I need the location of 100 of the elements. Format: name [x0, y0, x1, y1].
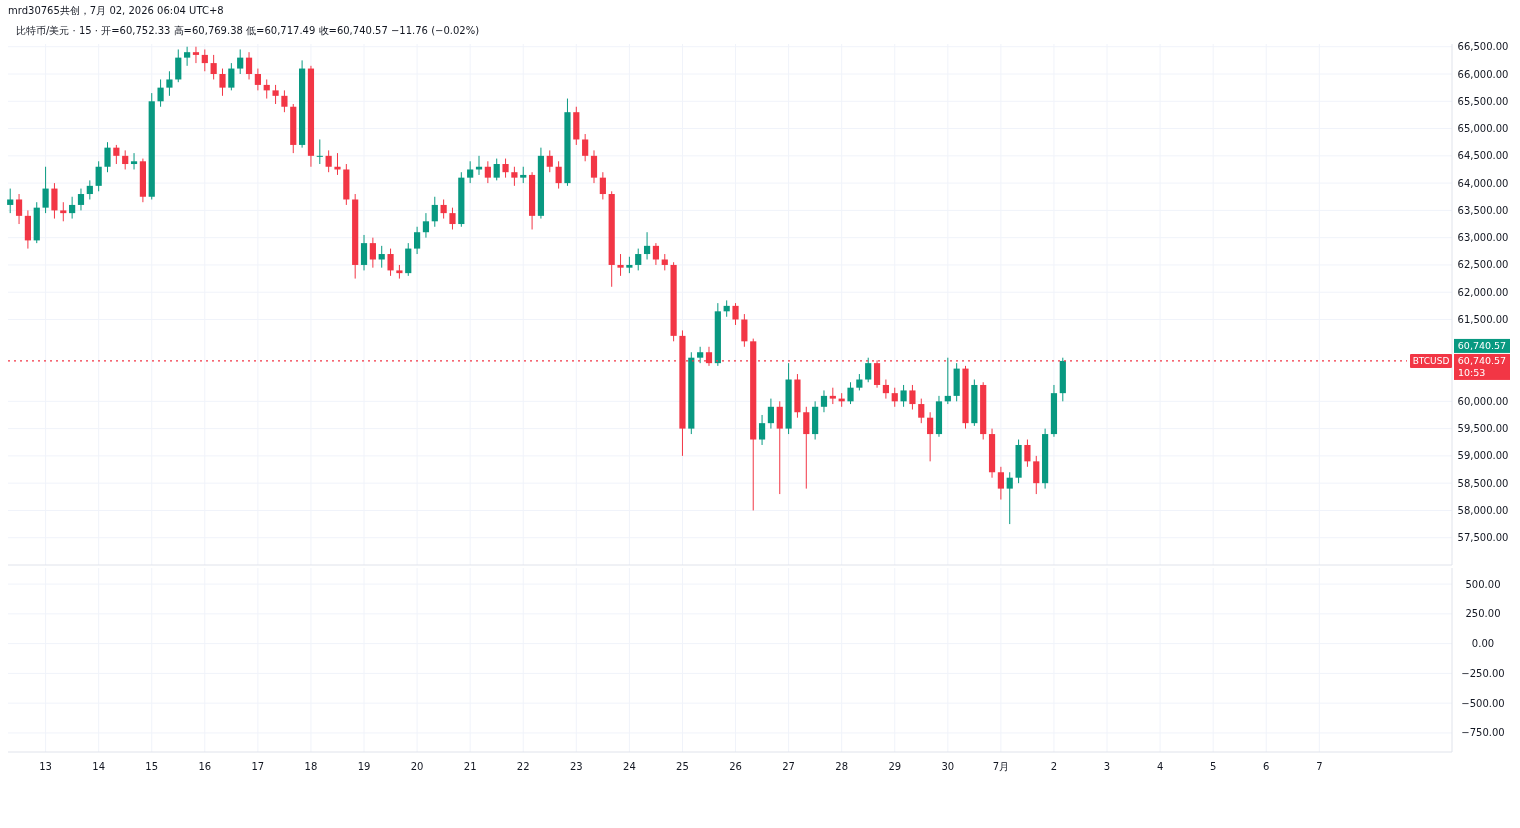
x-tick-label: 17 — [251, 761, 265, 772]
candlestick — [122, 149, 129, 170]
candlestick — [201, 48, 208, 72]
candlestick — [7, 188, 14, 214]
candlestick — [422, 212, 430, 239]
y-tick-label: 65,000.00 — [1457, 123, 1509, 135]
x-tick-label: 7月 — [992, 761, 1010, 772]
y-tick-label: 59,000.00 — [1457, 450, 1509, 462]
y-tick-label: 57,500.00 — [1457, 532, 1509, 544]
y-tick-label: −500.00 — [1461, 697, 1505, 709]
x-tick-label: 6 — [1263, 761, 1270, 772]
candlestick — [228, 62, 235, 91]
candlestick — [113, 144, 120, 165]
candlestick — [803, 406, 810, 490]
candlestick — [272, 84, 279, 105]
candlestick — [882, 379, 889, 400]
y-tick-label: 61,500.00 — [1457, 314, 1509, 325]
candlestick — [325, 149, 332, 173]
x-tick-label: 19 — [357, 761, 371, 772]
candlestick — [387, 248, 394, 277]
candlestick — [865, 357, 872, 383]
candlestick — [42, 166, 49, 214]
x-tick-label: 14 — [92, 761, 106, 772]
x-tick-label: 20 — [410, 761, 424, 772]
candlestick — [130, 152, 138, 170]
candlestick — [732, 302, 739, 326]
y-tick-label: 0.00 — [1471, 638, 1495, 650]
candlestick — [820, 389, 828, 413]
candlestick — [590, 149, 598, 184]
y-tick-label: 60,000.00 — [1457, 395, 1509, 407]
candlestick — [15, 193, 23, 225]
candlestick — [157, 78, 164, 108]
candlestick — [69, 196, 76, 220]
candlestick — [431, 196, 438, 228]
x-tick-label: 13 — [39, 761, 52, 772]
x-tick-label: 26 — [729, 761, 742, 772]
candlestick — [617, 253, 624, 277]
x-tick-label: 25 — [676, 761, 689, 772]
candlestick — [927, 411, 934, 462]
x-tick-label: 4 — [1156, 761, 1164, 772]
y-tick-label: 58,500.00 — [1457, 477, 1509, 489]
y-tick-label: 64,000.00 — [1457, 177, 1509, 189]
ref-line-label: BTCUSD — [1412, 356, 1450, 367]
text: 60,740.57 — [1457, 340, 1507, 352]
candlestick — [254, 68, 261, 91]
candlestick — [493, 158, 500, 181]
candlestick — [599, 171, 606, 200]
candlestick — [997, 466, 1004, 501]
candlestick — [555, 160, 562, 190]
x-tick-label: 22 — [516, 761, 530, 772]
x-tick-label: 21 — [463, 761, 477, 772]
candlestick — [758, 414, 766, 446]
candlestick — [86, 179, 93, 200]
candlestick — [582, 133, 589, 162]
x-tick-label: 5 — [1209, 761, 1217, 772]
candlestick — [51, 182, 58, 220]
candlestick — [900, 384, 907, 408]
candlestick — [414, 226, 421, 255]
x-tick-label: 16 — [198, 761, 212, 772]
y-tick-label: 63,500.00 — [1457, 204, 1509, 216]
candlestick — [767, 398, 775, 430]
candlestick — [440, 198, 447, 220]
candlestick — [360, 234, 368, 271]
x-tick-label: 23 — [569, 761, 583, 772]
candlestick — [635, 248, 642, 271]
candlestick — [95, 160, 102, 192]
y-tick-label: 66,000.00 — [1457, 68, 1509, 80]
candlestick — [847, 381, 854, 405]
candlestick — [918, 398, 925, 424]
candlestick — [369, 237, 376, 269]
candlestick — [502, 158, 509, 179]
candlestick — [192, 46, 200, 64]
candlestick — [909, 384, 916, 411]
candlestick — [1033, 455, 1040, 495]
y-tick-label: 58,000.00 — [1457, 504, 1509, 516]
candlestick — [643, 231, 651, 260]
y-tick-label: 250.00 — [1465, 608, 1501, 620]
y-tick-label: 59,500.00 — [1457, 423, 1509, 435]
x-tick-label: 3 — [1103, 761, 1111, 772]
x-tick-label: 27 — [782, 761, 795, 772]
y-tick-label: −750.00 — [1461, 727, 1505, 739]
candlestick — [449, 207, 456, 230]
y-tick-label: 500.00 — [1465, 578, 1501, 590]
y-tick-label: 62,000.00 — [1457, 286, 1509, 298]
y-tick-label: 62,500.00 — [1457, 259, 1509, 271]
candlestick — [741, 313, 748, 348]
candlestick — [281, 89, 288, 113]
candlestick — [891, 387, 898, 408]
x-tick-label: 7 — [1316, 761, 1323, 772]
y-tick-label: −250.00 — [1461, 667, 1505, 679]
y-tick-label: 63,000.00 — [1457, 232, 1509, 244]
candlestick — [77, 188, 85, 211]
candlestick — [104, 141, 111, 173]
x-tick-label: 29 — [888, 761, 902, 772]
candlestick — [60, 201, 67, 222]
x-tick-label: 15 — [145, 761, 159, 772]
candlestick — [166, 70, 173, 97]
candlestick — [184, 46, 191, 67]
text: 60,740.57 — [1457, 355, 1507, 367]
candlestick — [546, 149, 553, 173]
